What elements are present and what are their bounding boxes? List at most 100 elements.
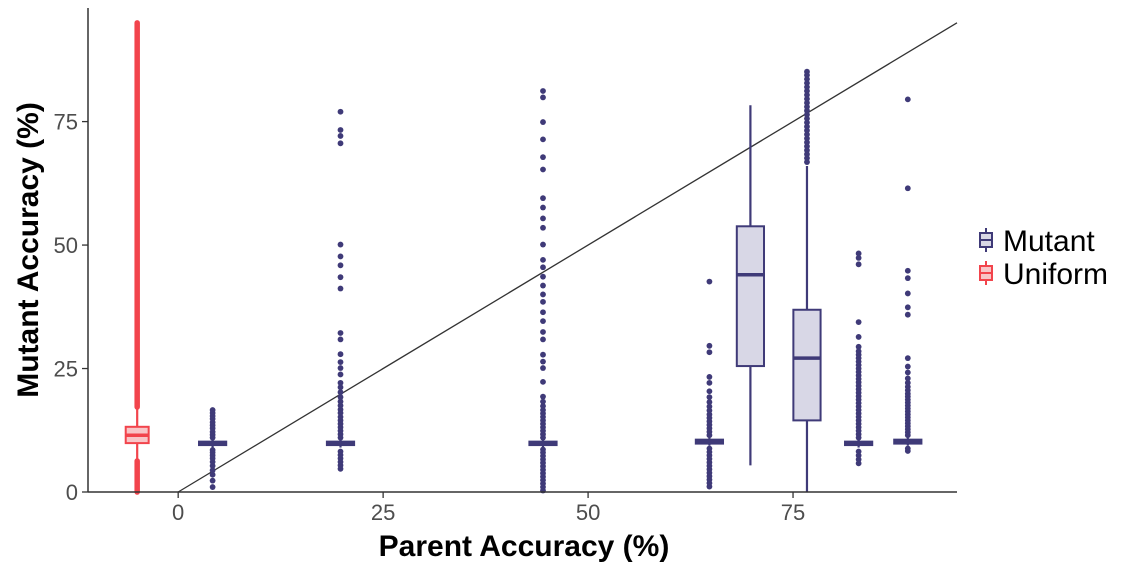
y-tick-label: 0: [66, 480, 78, 505]
outlier-point: [706, 349, 713, 356]
outlier-point: [209, 484, 216, 490]
outlier-point: [337, 365, 344, 371]
x-tick-label: 25: [371, 500, 395, 525]
x-tick-label: 0: [172, 500, 184, 525]
series-uniform: [124, 20, 150, 495]
outlier-point: [337, 285, 344, 292]
outlier-point: [540, 94, 546, 101]
outlier-point: [904, 96, 911, 103]
outlier-point: [904, 304, 911, 311]
x-tick-label: 50: [576, 500, 600, 525]
outlier-point: [337, 108, 344, 115]
outlier-point: [540, 154, 546, 161]
outlier-point: [540, 195, 546, 202]
x-axis-ticks: 0 25 50 75: [172, 492, 805, 525]
y-tick-label: 50: [54, 233, 78, 258]
outlier-point: [540, 88, 546, 94]
outlier-point: [209, 447, 216, 453]
outlier-point: [337, 351, 344, 358]
outlier-point: [706, 445, 713, 452]
box: [735, 225, 766, 368]
outlier-point: [904, 311, 911, 318]
outlier-point: [540, 378, 546, 385]
outlier-point: [706, 399, 713, 406]
box-mutant-5: [792, 68, 822, 492]
outlier-point: [904, 355, 911, 362]
box-uniform-0: [124, 20, 150, 495]
series-mutant: [198, 68, 923, 494]
outlier-point: [540, 329, 546, 335]
outlier-point: [540, 318, 546, 325]
x-axis-title: Parent Accuracy (%): [379, 530, 670, 562]
outlier-point: [540, 393, 546, 400]
box-mutant-3: [694, 278, 725, 490]
outlier-point: [904, 369, 911, 376]
outlier-point: [540, 119, 546, 125]
outlier-point: [904, 290, 911, 297]
outlier-point: [209, 407, 216, 413]
outlier-point: [540, 204, 546, 211]
box-mutant-0: [198, 407, 228, 490]
outlier-point: [337, 140, 344, 147]
x-tick-label: 75: [781, 500, 805, 525]
legend-item-uniform: Uniform: [979, 258, 1108, 291]
box-mutant-1: [325, 108, 356, 472]
plot-area: [124, 20, 958, 495]
outlier-point: [855, 343, 862, 350]
outlier-point: [540, 264, 546, 271]
outlier-point: [337, 379, 344, 386]
outlier-point: [904, 363, 911, 370]
box-mutant-2: [528, 88, 558, 494]
outlier-point: [540, 256, 546, 263]
outlier-point: [337, 371, 344, 378]
y-axis-ticks: 0 25 50 75: [54, 110, 88, 505]
outlier-point: [706, 394, 713, 401]
outlier-point: [337, 398, 344, 405]
outlier-point: [540, 351, 546, 358]
outlier-point: [540, 291, 546, 298]
legend-label: Mutant: [1003, 225, 1095, 258]
outlier-point: [540, 398, 546, 405]
outlier-point: [855, 250, 862, 257]
outlier-point: [855, 334, 862, 340]
outlier-point: [540, 358, 546, 365]
box: [792, 308, 822, 422]
outlier-point: [540, 446, 546, 453]
outlier-point: [855, 319, 862, 326]
outlier-point: [337, 262, 344, 269]
outlier-point: [540, 136, 546, 143]
outlier-point: [209, 471, 216, 478]
outlier-point: [337, 336, 344, 343]
outlier-point: [540, 215, 546, 222]
outlier-point: [337, 253, 344, 260]
outlier-point: [209, 477, 216, 484]
outlier-point: [540, 224, 546, 231]
outlier-point: [337, 330, 344, 336]
y-tick-label: 75: [54, 110, 78, 135]
outlier-point: [337, 241, 344, 248]
outlier-point: [706, 374, 713, 380]
box-mutant-7: [893, 96, 923, 454]
legend-item-mutant: Mutant: [979, 225, 1095, 258]
outlier-point: [209, 467, 216, 474]
outlier-point: [904, 185, 911, 192]
outlier-point: [706, 342, 713, 349]
outlier-point: [706, 403, 713, 410]
outlier-point: [337, 389, 344, 396]
outlier-point: [904, 375, 911, 382]
outlier-point: [855, 348, 862, 355]
box-mutant-4: [735, 105, 766, 466]
outlier-point: [540, 336, 546, 343]
outlier-point: [540, 365, 546, 371]
outlier-point: [904, 379, 911, 386]
outlier-point: [540, 273, 546, 280]
outlier-point: [855, 261, 862, 268]
outlier-point: [904, 445, 911, 452]
outlier-point: [706, 379, 713, 386]
outlier-point: [337, 384, 344, 391]
outlier-point: [337, 274, 344, 281]
outlier-point: [804, 68, 810, 75]
outlier-point: [855, 448, 862, 455]
